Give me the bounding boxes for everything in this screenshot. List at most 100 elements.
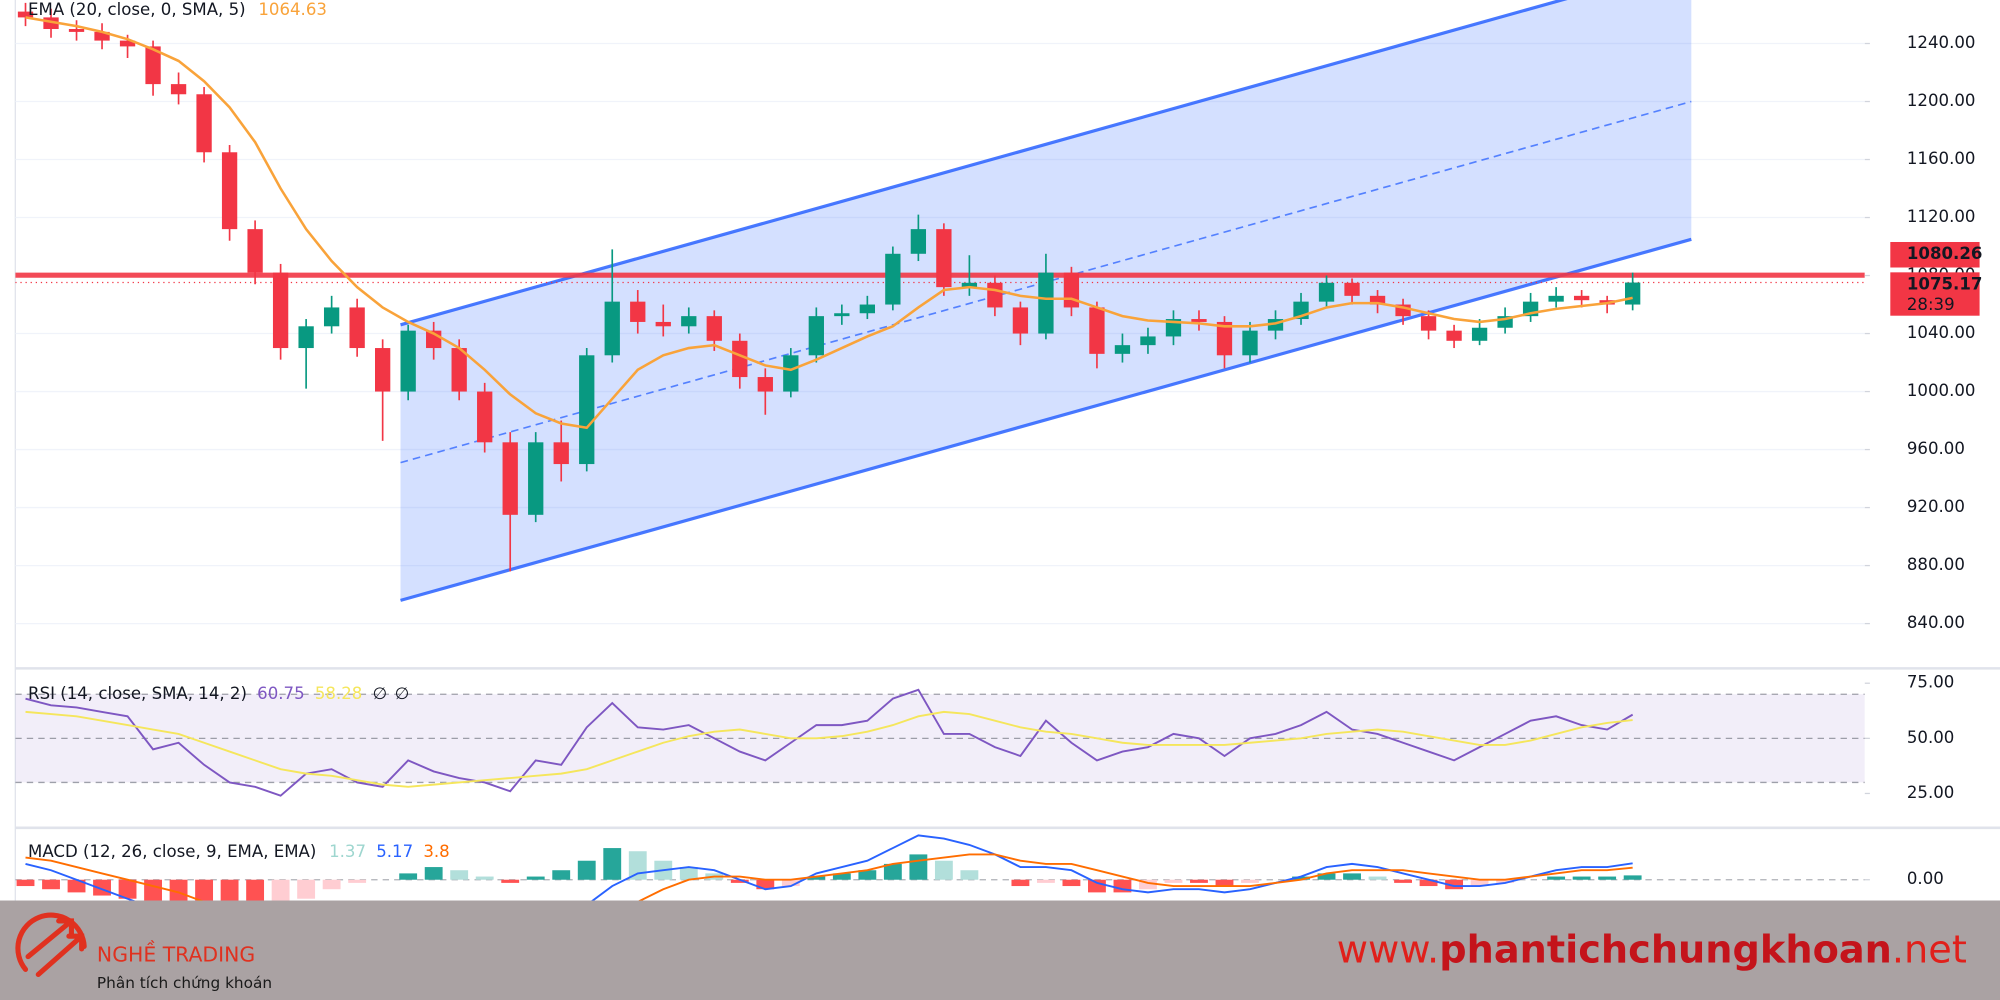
candle-body [502,442,518,515]
histogram-bar [1036,879,1055,883]
price-box [1890,272,1980,316]
candle-body [579,355,595,465]
candle-body [1216,321,1233,356]
histogram-bar [1470,879,1489,887]
candle-body [1446,330,1462,341]
macd-value: 5.17 [376,842,413,861]
candle-body [272,272,289,349]
price-pane [15,0,1865,625]
rsi-value: 60.75 [257,683,304,702]
candle-body [681,316,697,327]
histogram-value: 1.37 [329,842,366,861]
candle-body [1318,282,1335,302]
candle-body [783,355,799,392]
candle-body [1063,272,1080,308]
candle-body [1471,327,1488,341]
rsi-legend: RSI (14, close, SMA, 14, 2) 60.75 58.28 ∅ ∅ [28,683,409,702]
candle-body [1038,272,1054,334]
histogram-bar [1139,879,1157,890]
candle-body [885,253,901,305]
histogram-bar [1317,873,1336,880]
brand: NGHỀ TRADING [97,939,255,966]
candle-body [987,282,1003,308]
histogram-bar [322,879,341,890]
histogram-bar [1623,875,1642,880]
histogram-bar [730,879,749,883]
candle-body [1369,295,1386,305]
candle-body [1089,307,1105,354]
histogram-bar [603,848,622,880]
candle-body [757,377,773,392]
candle-body [910,229,927,254]
y-tick-label: 920.00 [1907,497,1965,516]
histogram-bar [246,879,265,901]
candle-body [936,229,952,288]
histogram-bar [1011,879,1030,887]
candle-body [1395,304,1411,317]
candle-body [706,316,722,341]
histogram-bar [960,870,979,880]
countdown-label: 28:39 [1907,295,1955,314]
histogram-bar [195,879,214,901]
candle-body [630,301,646,322]
y-tick-label: 1120.00 [1907,207,1976,226]
channel-lower [400,237,1692,602]
candle-body [1548,295,1564,302]
histogram-bar [1598,876,1617,880]
channel-upper [400,0,1568,327]
candle-body [119,40,136,47]
y-tick-label: 880.00 [1907,555,1965,574]
histogram-bar [1343,873,1361,880]
histogram-bar [1572,876,1591,880]
price-box [1890,241,1980,268]
y-tick-label: 1160.00 [1907,149,1976,168]
candle-body [17,11,34,18]
signal-value: 3.8 [423,842,449,861]
histogram-bar [144,879,162,901]
macd-title: MACD (12, 26, close, 9, EMA, EMA) [28,842,316,861]
rsi-title: RSI (14, close, SMA, 14, 2) [28,683,247,702]
last-price-label: 1075.17 [1907,275,1983,294]
candle-body [323,307,340,327]
histogram-bar [297,879,316,899]
histogram-bar [526,876,545,880]
candle-body [1344,282,1360,296]
y-tick-label: 25.00 [1907,783,1954,802]
rsi-pane [15,688,1865,797]
candle-body [808,316,824,356]
histogram-bar [450,870,469,880]
site-name: phantichchungkhoan [1439,927,1892,972]
footer: NGHỀ TRADING Phân tích chứng khoán www.p… [0,900,2000,1000]
histogram-bar [1547,876,1566,880]
candle-body [1012,307,1029,334]
candle-body [604,301,620,356]
histogram-bar [858,870,877,880]
ema-line [25,16,1633,430]
candle-body [247,229,263,273]
y-tick-label: 1200.00 [1907,91,1976,110]
histogram-bar [934,860,953,880]
y-tick-label: 1240.00 [1907,33,1976,52]
y-tick-label: 840.00 [1907,613,1965,632]
logo [15,912,87,978]
candle-body [1114,345,1131,354]
histogram-bar [781,879,800,887]
rsi-extra: ∅ [373,683,387,702]
candle-body [477,391,493,443]
histogram-bar [348,879,367,883]
y-tick-label: 0.00 [1907,869,1944,888]
histogram-bar [1164,879,1183,883]
candle-body [1497,316,1513,328]
ema-legend: EMA (20, close, 0, SMA, 5) 1064.63 [28,0,327,19]
candle-body [1267,319,1284,331]
histogram-bar [1241,879,1259,883]
y-tick-label: 960.00 [1907,439,1965,458]
candle-body [68,29,85,32]
histogram-bar [67,879,86,893]
macd-legend: MACD (12, 26, close, 9, EMA, EMA) 1.37 5.1… [28,842,450,861]
candle-body [961,282,978,288]
candle-body [732,340,748,378]
candle-body [349,307,365,349]
